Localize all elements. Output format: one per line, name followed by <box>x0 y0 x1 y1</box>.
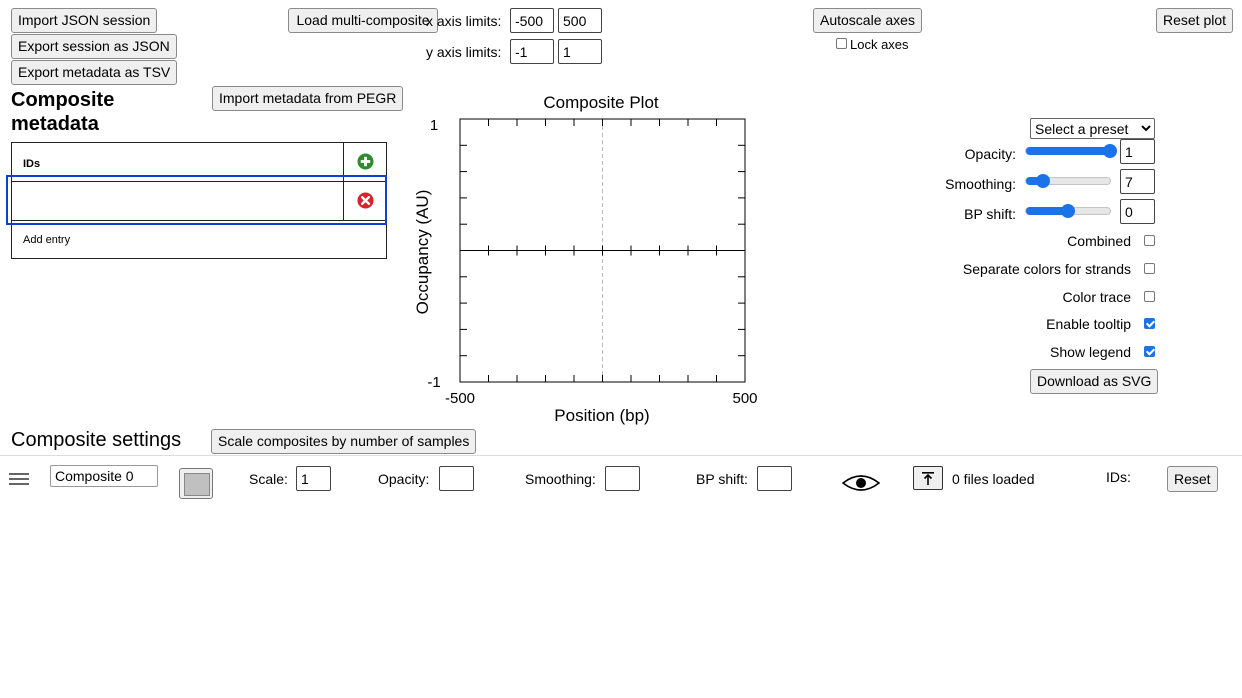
smoothing-slider[interactable] <box>1025 174 1111 188</box>
download-svg-button[interactable]: Download as SVG <box>1030 369 1159 394</box>
composite-plot[interactable]: Composite Plot 1 -1 -500 500 Position (b… <box>400 88 780 428</box>
x-tick-label-right: 500 <box>732 390 757 407</box>
enable-tooltip-label: Enable tooltip <box>1046 316 1131 332</box>
bp-shift-slider[interactable] <box>1025 204 1111 218</box>
color-trace-label: Color trace <box>1062 289 1131 305</box>
separate-colors-label: Separate colors for strands <box>962 261 1131 277</box>
row-bp-shift-label: BP shift: <box>696 471 748 487</box>
color-trace-checkbox[interactable] <box>1144 291 1155 302</box>
smoothing-label: Smoothing: <box>945 176 1016 192</box>
load-multi-composite-button[interactable]: Load multi-composite <box>288 8 438 33</box>
composite-row: Scale: Opacity: Smoothing: BP shift: 0 f… <box>0 456 1242 506</box>
ids-column-header: IDs <box>23 158 41 170</box>
show-legend-checkbox[interactable] <box>1144 346 1155 357</box>
composite-name-input[interactable] <box>50 465 158 487</box>
row-smoothing-label: Smoothing: <box>525 471 596 487</box>
x-axis-limits-label: x axis limits: <box>426 13 502 29</box>
files-loaded-label: 0 files loaded <box>952 471 1035 487</box>
slider-knob[interactable] <box>1035 174 1050 188</box>
combined-label: Combined <box>1067 233 1131 249</box>
y-tick-label-bottom: -1 <box>427 374 440 391</box>
x-axis-label: Position (bp) <box>554 406 649 425</box>
settings-divider <box>0 455 1242 456</box>
remove-row-icon[interactable] <box>357 192 374 212</box>
lock-axes-label: Lock axes <box>850 37 909 52</box>
metadata-header-row: IDs <box>12 143 386 182</box>
preset-select[interactable]: Select a preset <box>1030 118 1155 139</box>
y-axis-limits-label: y axis limits: <box>426 44 502 60</box>
opacity-label: Opacity: <box>964 146 1016 162</box>
composite-settings-title: Composite settings <box>11 429 182 451</box>
metadata-table: IDs Add entry <box>11 142 387 259</box>
drag-handle-icon[interactable] <box>9 472 29 489</box>
reset-plot-button[interactable]: Reset plot <box>1156 8 1234 33</box>
combined-checkbox[interactable] <box>1144 235 1155 246</box>
upload-icon <box>922 472 934 485</box>
row-opacity-label: Opacity: <box>378 471 430 487</box>
row-smoothing-input[interactable] <box>605 466 640 491</box>
export-session-json-button[interactable]: Export session as JSON <box>11 34 177 59</box>
x-tick-label-left: -500 <box>445 390 475 407</box>
x-min-input[interactable] <box>510 8 554 33</box>
row-opacity-input[interactable] <box>439 466 474 491</box>
import-json-session-button[interactable]: Import JSON session <box>11 8 158 33</box>
color-swatch-button[interactable] <box>179 468 213 499</box>
ids-label: IDs: <box>1106 469 1131 485</box>
scale-composites-button[interactable]: Scale composites by number of samples <box>211 429 477 454</box>
opacity-slider[interactable] <box>1025 144 1117 158</box>
scale-input[interactable] <box>296 466 331 491</box>
slider-knob[interactable] <box>1061 204 1075 218</box>
add-entry-link[interactable]: Add entry <box>23 234 71 246</box>
import-metadata-pegr-button[interactable]: Import metadata from PEGR <box>212 86 404 111</box>
color-swatch <box>184 473 210 496</box>
selected-row-outline <box>6 175 387 225</box>
slider-knob[interactable] <box>1103 144 1117 158</box>
bp-shift-label: BP shift: <box>964 206 1016 222</box>
plot-title: Composite Plot <box>543 93 659 112</box>
plot-area <box>459 118 746 383</box>
composite-reset-button[interactable]: Reset <box>1167 466 1218 492</box>
y-tick-label-top: 1 <box>430 117 438 134</box>
enable-tooltip-checkbox[interactable] <box>1144 318 1155 329</box>
export-metadata-tsv-button[interactable]: Export metadata as TSV <box>11 60 178 85</box>
upload-button[interactable] <box>913 466 943 490</box>
y-axis-label: Occupancy (AU) <box>413 190 432 315</box>
autoscale-axes-button[interactable]: Autoscale axes <box>813 8 922 33</box>
metadata-row[interactable] <box>12 181 386 221</box>
separate-colors-checkbox[interactable] <box>1144 263 1155 274</box>
y-max-input[interactable] <box>558 39 602 64</box>
y-min-input[interactable] <box>510 39 554 64</box>
bp-shift-input[interactable] <box>1120 199 1155 224</box>
row-bp-shift-input[interactable] <box>757 466 792 491</box>
opacity-input[interactable] <box>1120 139 1155 164</box>
eye-icon[interactable] <box>841 474 881 495</box>
lock-axes-checkbox[interactable] <box>836 38 847 49</box>
smoothing-input[interactable] <box>1120 169 1155 194</box>
add-column-icon[interactable] <box>357 153 374 173</box>
show-legend-label: Show legend <box>1050 344 1131 360</box>
x-max-input[interactable] <box>558 8 602 33</box>
scale-label: Scale: <box>249 471 288 487</box>
composite-metadata-title: Composite metadata <box>11 89 115 135</box>
